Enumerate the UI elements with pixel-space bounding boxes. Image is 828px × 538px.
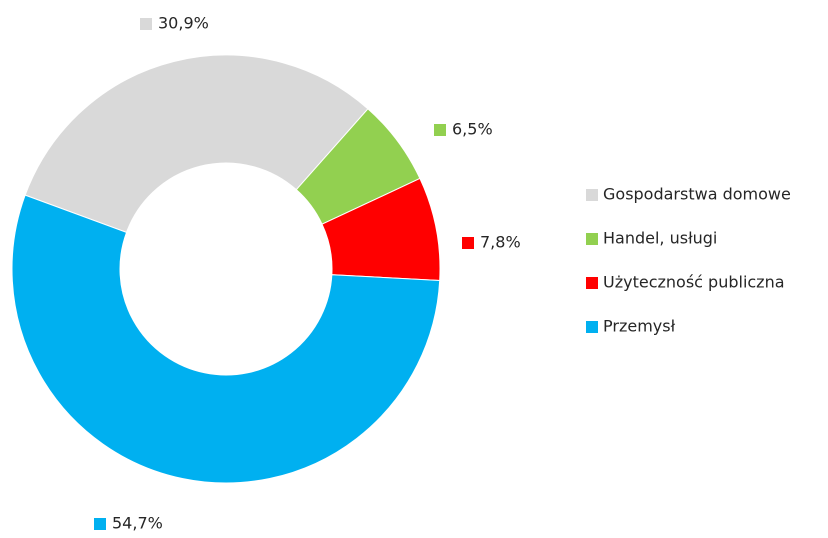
legend-marker xyxy=(586,233,598,245)
label-marker xyxy=(434,124,446,136)
legend-marker xyxy=(586,321,598,333)
legend-label: Gospodarstwa domowe xyxy=(603,185,791,204)
label-marker xyxy=(140,18,152,30)
legend-label: Przemysł xyxy=(603,317,676,336)
data-label: 6,5% xyxy=(452,120,493,139)
legend-label: Użyteczność publiczna xyxy=(603,273,785,292)
data-label: 7,8% xyxy=(480,233,521,252)
legend-marker xyxy=(586,189,598,201)
data-label: 54,7% xyxy=(112,514,163,533)
donut-slice xyxy=(11,194,441,484)
legend-label: Handel, usługi xyxy=(603,229,717,248)
label-marker xyxy=(94,518,106,530)
data-label: 30,9% xyxy=(158,14,209,33)
label-marker xyxy=(462,237,474,249)
donut-slice xyxy=(24,54,369,234)
legend-marker xyxy=(586,277,598,289)
